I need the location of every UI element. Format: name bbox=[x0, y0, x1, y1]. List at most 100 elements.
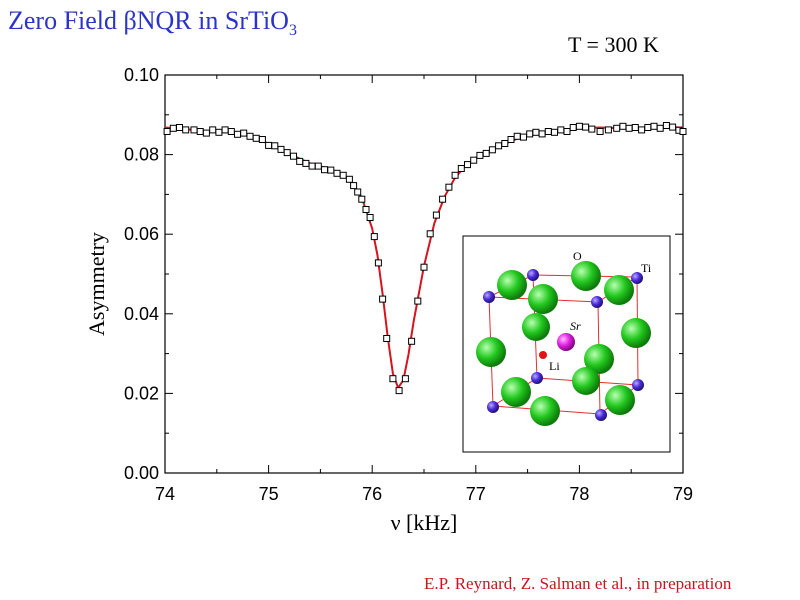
data-point bbox=[414, 297, 422, 305]
oxygen-atom bbox=[571, 261, 601, 291]
data-point bbox=[209, 126, 217, 134]
data-point bbox=[370, 233, 378, 241]
data-point bbox=[321, 166, 328, 174]
data-point bbox=[389, 375, 397, 383]
data-point bbox=[526, 130, 534, 138]
data-point bbox=[176, 124, 183, 131]
data-point bbox=[451, 171, 459, 179]
data-point bbox=[374, 259, 382, 267]
data-point bbox=[258, 136, 266, 143]
data-point bbox=[227, 128, 235, 135]
data-point bbox=[366, 214, 374, 221]
titanium-atom bbox=[531, 372, 543, 384]
crystal-structure-inset: O Ti Sr Li bbox=[462, 235, 671, 453]
data-point bbox=[650, 122, 658, 130]
data-point bbox=[538, 130, 546, 138]
data-point bbox=[333, 169, 341, 177]
data-point bbox=[557, 126, 565, 134]
x-tick-label: 76 bbox=[362, 484, 382, 504]
titanium-atom bbox=[631, 272, 643, 284]
data-points bbox=[163, 122, 687, 395]
oxygen-atoms bbox=[476, 261, 651, 426]
titanium-atom bbox=[632, 379, 644, 391]
data-point bbox=[662, 122, 670, 129]
data-point bbox=[395, 387, 403, 395]
data-point bbox=[495, 142, 503, 150]
data-point bbox=[638, 126, 646, 134]
data-point bbox=[445, 183, 453, 191]
data-point bbox=[644, 124, 652, 131]
lithium-label: Li bbox=[549, 359, 560, 373]
x-tick-label: 77 bbox=[466, 484, 486, 504]
x-tick-label: 74 bbox=[155, 484, 175, 504]
data-point bbox=[379, 295, 387, 303]
title-main: Zero Field βNQR in SrTiO bbox=[8, 6, 289, 35]
y-tick-label: 0.04 bbox=[124, 304, 159, 324]
data-point bbox=[669, 123, 677, 131]
data-point bbox=[588, 125, 596, 133]
page-title: Zero Field βNQR in SrTiO3 bbox=[8, 6, 297, 40]
data-point bbox=[350, 182, 358, 190]
oxygen-atom bbox=[572, 367, 600, 395]
data-point bbox=[408, 337, 416, 345]
data-point bbox=[604, 126, 612, 134]
data-point bbox=[277, 145, 285, 153]
lithium-atom bbox=[539, 351, 547, 359]
data-point bbox=[302, 159, 310, 167]
x-axis-label: ν [kHz] bbox=[391, 510, 458, 535]
data-point bbox=[314, 162, 322, 170]
oxygen-atom bbox=[621, 318, 651, 348]
data-point bbox=[656, 124, 664, 132]
y-tick-label: 0.08 bbox=[124, 145, 159, 165]
data-point bbox=[196, 128, 204, 135]
data-point bbox=[582, 123, 590, 131]
data-point bbox=[625, 124, 633, 132]
data-point bbox=[339, 171, 347, 179]
data-point bbox=[265, 141, 273, 149]
data-point bbox=[520, 133, 527, 141]
data-point bbox=[439, 195, 447, 203]
data-point bbox=[544, 128, 552, 135]
titanium-label: Ti bbox=[641, 261, 652, 275]
data-point bbox=[358, 195, 366, 203]
x-tick-label: 78 bbox=[569, 484, 589, 504]
title-subscript: 3 bbox=[288, 22, 297, 40]
oxygen-atom bbox=[605, 385, 635, 415]
y-tick-label: 0.06 bbox=[124, 224, 159, 244]
x-tick-label: 75 bbox=[259, 484, 279, 504]
data-point bbox=[631, 124, 639, 131]
titanium-atom bbox=[595, 409, 607, 421]
data-point bbox=[169, 124, 177, 132]
titanium-atom bbox=[591, 296, 603, 308]
strontium-label: Sr bbox=[570, 319, 581, 333]
data-point bbox=[488, 146, 496, 154]
oxygen-atom bbox=[604, 275, 634, 305]
data-point bbox=[426, 230, 434, 238]
data-point bbox=[383, 335, 391, 342]
data-point bbox=[308, 162, 316, 170]
x-tick-label: 79 bbox=[673, 484, 693, 504]
data-point bbox=[234, 130, 241, 138]
temperature-label: T = 300 K bbox=[568, 32, 659, 57]
data-point bbox=[420, 263, 428, 271]
data-point bbox=[240, 129, 248, 137]
data-point bbox=[202, 129, 210, 137]
data-point bbox=[432, 211, 440, 219]
data-point bbox=[569, 124, 577, 131]
data-point bbox=[327, 166, 335, 174]
titanium-atom bbox=[527, 269, 539, 281]
data-point bbox=[296, 157, 304, 165]
oxygen-label: O bbox=[573, 249, 582, 263]
oxygen-atom bbox=[530, 396, 560, 426]
data-point bbox=[507, 136, 515, 143]
oxygen-atom bbox=[501, 377, 531, 407]
data-point bbox=[215, 128, 223, 136]
data-point bbox=[464, 161, 471, 169]
data-point bbox=[513, 132, 521, 140]
data-point bbox=[190, 126, 198, 134]
data-point bbox=[575, 122, 583, 130]
axis-ticks bbox=[164, 74, 684, 474]
data-point bbox=[501, 140, 509, 147]
oxygen-atom bbox=[497, 270, 527, 300]
